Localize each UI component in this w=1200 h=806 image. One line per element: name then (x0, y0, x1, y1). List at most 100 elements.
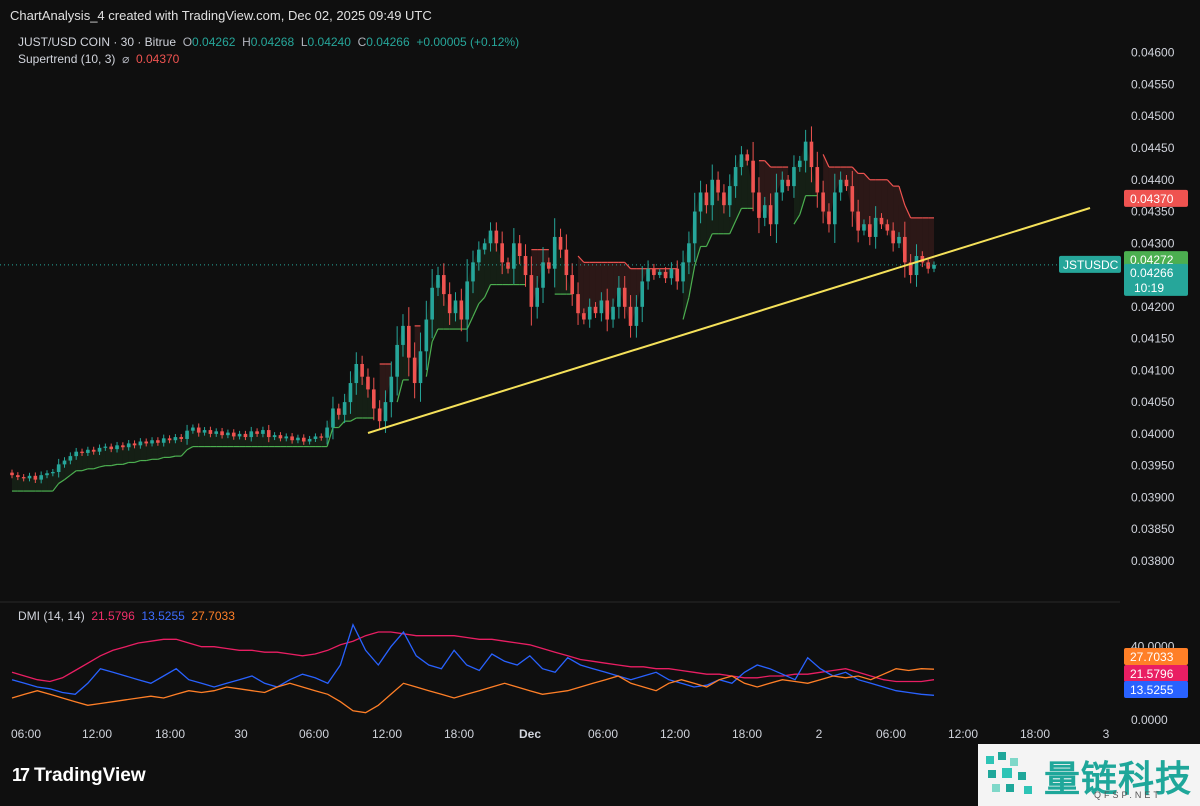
candle-up[interactable] (541, 262, 545, 288)
candle-up[interactable] (126, 443, 131, 448)
candle-up[interactable] (453, 300, 458, 314)
candle-down[interactable] (208, 430, 213, 434)
adx-line[interactable] (11, 668, 935, 714)
candle-up[interactable] (646, 268, 650, 282)
candle-up[interactable] (237, 433, 242, 437)
candle-up[interactable] (669, 268, 674, 279)
candle-up[interactable] (325, 427, 329, 438)
candle-down[interactable] (716, 179, 720, 193)
candle-down[interactable] (751, 160, 755, 193)
candle-down[interactable] (442, 275, 446, 295)
candle-up[interactable] (86, 449, 90, 453)
candle-down[interactable] (33, 475, 38, 480)
candle-up[interactable] (471, 262, 475, 282)
candle-down[interactable] (908, 262, 913, 276)
candle-up[interactable] (313, 436, 318, 439)
candle-up[interactable] (681, 262, 685, 282)
candle-up[interactable] (762, 205, 767, 218)
candle-up[interactable] (862, 224, 866, 231)
candle-down[interactable] (447, 294, 452, 314)
candle-down[interactable] (407, 325, 411, 358)
candle-up[interactable] (914, 256, 919, 276)
candle-up[interactable] (727, 186, 732, 206)
candle-down[interactable] (786, 179, 790, 187)
candle-up[interactable] (56, 464, 61, 472)
candle-down[interactable] (121, 445, 125, 448)
candle-down[interactable] (879, 217, 884, 225)
candle-down[interactable] (366, 376, 370, 390)
time-axis[interactable]: 06:00 12:00 18:00 30 06:00 12:00 18:00 Dec 06:00… (11, 727, 1110, 741)
candle-down[interactable] (570, 275, 575, 295)
candle-up[interactable] (249, 431, 254, 438)
candle-down[interactable] (360, 364, 364, 377)
candle-up[interactable] (62, 460, 67, 465)
candle-up[interactable] (331, 408, 335, 428)
candle-up[interactable] (488, 230, 493, 244)
candle-up[interactable] (389, 376, 394, 403)
candle-up[interactable] (307, 438, 312, 442)
candle-down[interactable] (582, 313, 586, 320)
tradingview-brand[interactable]: 17 TradingView (12, 765, 146, 787)
dmi-label[interactable]: DMI (14, 14) (18, 609, 85, 623)
candle-up[interactable] (611, 306, 615, 320)
symbol-legend[interactable]: JUST/USD COIN · 30 · Bitrue O0.04262 H0.… (18, 35, 519, 69)
candle-up[interactable] (51, 472, 55, 474)
candle-up[interactable] (482, 243, 487, 250)
candle-up[interactable] (284, 436, 289, 439)
candle-up[interactable] (150, 440, 154, 444)
candle-up[interactable] (395, 344, 399, 377)
candle-up[interactable] (202, 430, 207, 433)
candle-down[interactable] (301, 437, 306, 442)
candle-up[interactable] (477, 249, 481, 263)
candle-down[interactable] (319, 436, 324, 438)
candle-up[interactable] (512, 243, 516, 269)
symbol-name[interactable]: JUST/USD COIN · 30 · Bitrue (18, 35, 177, 49)
candle-down[interactable] (809, 141, 814, 168)
candle-down[interactable] (10, 472, 14, 476)
candle-down[interactable] (593, 306, 598, 314)
candle-down[interactable] (196, 427, 201, 433)
supertrend-label[interactable]: Supertrend (10, 3) (18, 52, 116, 66)
candle-up[interactable] (780, 179, 785, 193)
candle-down[interactable] (243, 433, 248, 438)
candle-up[interactable] (354, 364, 359, 384)
candle-up[interactable] (226, 432, 230, 436)
candle-down[interactable] (605, 300, 610, 320)
candle-down[interactable] (506, 262, 510, 269)
candle-up[interactable] (383, 402, 388, 422)
candle-down[interactable] (856, 211, 860, 231)
candle-up[interactable] (710, 179, 715, 206)
candle-up[interactable] (698, 192, 703, 212)
candle-up[interactable] (45, 473, 49, 476)
candle-up[interactable] (932, 264, 936, 269)
candle-up[interactable] (214, 431, 219, 434)
candle-down[interactable] (278, 435, 283, 439)
candle-up[interactable] (185, 430, 189, 439)
candle-up[interactable] (342, 402, 347, 415)
candle-down[interactable] (564, 249, 569, 276)
candle-up[interactable] (657, 271, 662, 276)
candle-up[interactable] (261, 430, 265, 434)
candle-down[interactable] (926, 262, 930, 269)
candle-up[interactable] (897, 236, 901, 244)
candle-down[interactable] (290, 436, 294, 441)
candle-down[interactable] (109, 446, 114, 450)
candle-down[interactable] (628, 306, 633, 326)
candle-down[interactable] (500, 243, 504, 263)
candle-down[interactable] (156, 440, 160, 443)
candle-down[interactable] (891, 230, 895, 244)
dmi-legend[interactable]: DMI (14, 14) 21.5796 13.5255 27.7033 (18, 609, 235, 623)
candle-up[interactable] (792, 167, 796, 187)
candle-up[interactable] (191, 427, 195, 431)
candle-down[interactable] (844, 179, 849, 187)
candle-down[interactable] (529, 275, 534, 307)
candle-down[interactable] (220, 431, 224, 436)
candle-up[interactable] (27, 475, 32, 479)
price-pane[interactable] (0, 126, 1120, 492)
candle-down[interactable] (371, 389, 376, 409)
candle-up[interactable] (739, 154, 744, 168)
candle-up[interactable] (687, 243, 691, 263)
candle-up[interactable] (424, 319, 429, 352)
candle-down[interactable] (850, 186, 855, 212)
